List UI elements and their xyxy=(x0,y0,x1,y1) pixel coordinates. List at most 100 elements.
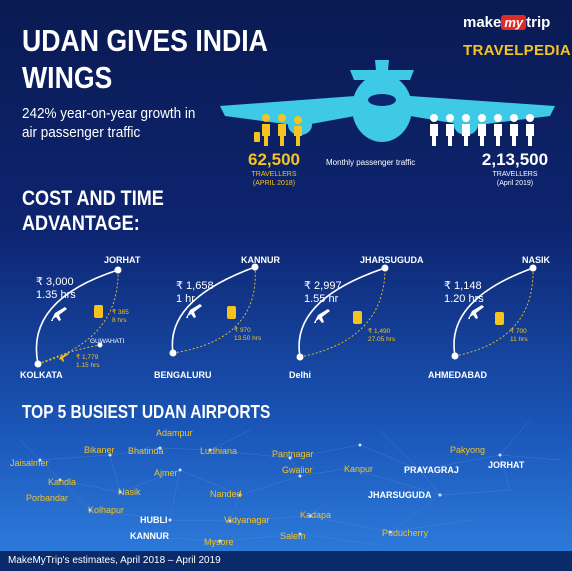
route-4-origin: AHMEDABAD xyxy=(428,370,487,380)
airport-label: Vidyanagar xyxy=(224,515,270,525)
plane-icon xyxy=(51,307,67,321)
airport-label: Salem xyxy=(280,531,306,541)
route-2-air: ₹ 1,658 1 hr xyxy=(176,280,214,306)
airport-label-highlight: PRAYAGRAJ xyxy=(404,465,459,475)
route-3-air: ₹ 2,997 1.55 hr xyxy=(304,280,342,306)
plane-icon xyxy=(468,305,484,319)
page-subtitle: 242% year-on-year growth in air passenge… xyxy=(22,105,196,141)
route-4-ground-cost: ₹ 700 xyxy=(510,328,527,335)
traveller-icons-left xyxy=(254,114,302,146)
airport-label-highlight: JORHAT xyxy=(488,460,525,470)
airports-section-heading: TOP 5 BUSIEST UDAN AIRPORTS xyxy=(22,402,271,422)
route-1-air-time: 1.35 hrs xyxy=(36,289,76,301)
route-2-destination: KANNUR xyxy=(241,255,280,265)
traffic-left-period: (APRIL 2018) xyxy=(252,180,296,187)
airport-label: Mysore xyxy=(204,537,234,547)
route-1-ground-time: 8 hrs xyxy=(112,317,127,324)
route-1-ground: ₹ 385 8 hrs xyxy=(112,309,129,325)
route-3-ground: ₹ 1,490 27.05 hrs xyxy=(368,328,395,344)
airport-label: Jaisalmer xyxy=(10,458,49,468)
airport-label: Kadapa xyxy=(300,510,332,520)
traffic-left-stat: 62,500 TRAVELLERS (APRIL 2018) xyxy=(244,150,304,188)
traffic-right-unit: TRAVELLERS xyxy=(492,171,538,178)
title-line-2: WINGS xyxy=(22,60,113,95)
train-icon xyxy=(495,312,504,325)
route-4-air-cost: ₹ 1,148 xyxy=(444,280,482,292)
airport-label: Ludhiana xyxy=(200,446,238,456)
route-2-origin: BENGALURU xyxy=(154,370,212,380)
route-3-origin: Delhi xyxy=(289,370,312,380)
route-1-ground-cost: ₹ 385 xyxy=(112,309,129,316)
airport-label: Bhatinda xyxy=(128,446,164,456)
cost-heading-line-2: ADVANTAGE: xyxy=(22,212,140,235)
plane-icon xyxy=(59,353,69,362)
airport-label-highlight: HUBLI xyxy=(140,515,168,525)
title-line-1: UDAN GIVES INDIA xyxy=(22,23,268,58)
route-arc-kolkata-jorhat xyxy=(35,269,119,365)
route-arc-bengaluru-kannur xyxy=(171,266,256,354)
route-2-air-time: 1 hr xyxy=(176,293,195,305)
plane-icon xyxy=(314,309,330,323)
route-4-destination: NASIK xyxy=(522,255,551,265)
footer-note: MakeMyTrip's estimates, April 2018 – Apr… xyxy=(0,551,572,571)
route-1-origin: KOLKATA xyxy=(20,370,63,380)
airport-label: Pantnagar xyxy=(272,449,314,459)
route-1-via-time: 1.15 hrs xyxy=(76,362,100,369)
airport-label: Adampur xyxy=(156,428,193,438)
route-3-air-time: 1.55 hr xyxy=(304,293,339,305)
airport-label: Kanpur xyxy=(344,464,374,474)
route-2-ground-time: 13.50 hrs xyxy=(234,335,262,342)
airport-label: Kolhapur xyxy=(88,505,125,515)
traveller-icons-right xyxy=(430,114,534,146)
route-2-ground-cost: ₹ 970 xyxy=(234,327,251,334)
train-icons xyxy=(94,305,504,325)
route-3-ground-time: 27.05 hrs xyxy=(368,336,396,343)
airport-label: Nanded xyxy=(210,489,242,499)
airplane-icon xyxy=(220,60,555,142)
airport-label: Pakyong xyxy=(450,445,486,455)
route-1-air-cost: ₹ 3,000 xyxy=(36,276,74,288)
airport-label: Puducherry xyxy=(382,528,429,538)
route-4-air: ₹ 1,148 1.20 hrs xyxy=(444,280,484,306)
route-1-via-cost: ₹ 1,779 xyxy=(76,354,99,361)
logo-make: make xyxy=(463,14,502,31)
traffic-left-unit: TRAVELLERS xyxy=(251,171,297,178)
train-icon xyxy=(227,306,236,319)
traffic-right-period: (April 2019) xyxy=(496,180,534,187)
airport-label-highlight: JHARSUGUDA xyxy=(368,490,432,500)
route-4-ground-time: 11 hrs xyxy=(510,336,528,343)
plane-icons xyxy=(51,304,484,323)
cost-heading-line-1: COST AND TIME xyxy=(22,187,164,210)
page-title: UDAN GIVES INDIA WINGS xyxy=(22,22,280,96)
airport-label: Porbandar xyxy=(26,493,69,503)
cost-section-heading: COST AND TIME ADVANTAGE: xyxy=(22,186,164,236)
traffic-right-stat: 2,13,500 TRAVELLERS (April 2019) xyxy=(480,150,550,188)
route-1-air: ₹ 3,000 1.35 hrs xyxy=(36,276,76,302)
airport-label-highlight: KANNUR xyxy=(130,531,169,541)
makemytrip-logo: make my trip xyxy=(463,14,550,31)
traffic-right-value: 2,13,500 xyxy=(481,150,549,169)
route-4-ground: ₹ 700 11 hrs xyxy=(510,328,528,344)
airport-label: Kandla xyxy=(48,477,77,487)
route-3-ground-cost: ₹ 1,490 xyxy=(368,328,391,335)
route-3-air-cost: ₹ 2,997 xyxy=(304,280,342,292)
train-icon xyxy=(94,305,103,318)
plane-icon xyxy=(186,304,202,318)
route-arc-delhi-jharsuguda xyxy=(298,267,386,358)
route-3-destination: JHARSUGUDA xyxy=(360,255,424,265)
route-4-air-time: 1.20 hrs xyxy=(444,293,484,305)
airport-label: Gwalior xyxy=(282,465,313,475)
route-1-via-fare: ₹ 1,779 1.15 hrs xyxy=(76,354,100,370)
travelpedia-logo: TRAVELPEDIA xyxy=(463,42,572,59)
route-1-via: GUWAHATI xyxy=(90,338,125,345)
route-1-destination: JORHAT xyxy=(104,255,141,265)
logo-trip: trip xyxy=(526,14,551,31)
train-icon xyxy=(353,311,362,324)
traffic-caption: Monthly passenger traffic xyxy=(326,158,416,167)
traffic-left-value: 62,500 xyxy=(248,150,300,169)
airport-label: Ajmer xyxy=(154,468,178,478)
airport-label: Bikaner xyxy=(84,445,115,455)
